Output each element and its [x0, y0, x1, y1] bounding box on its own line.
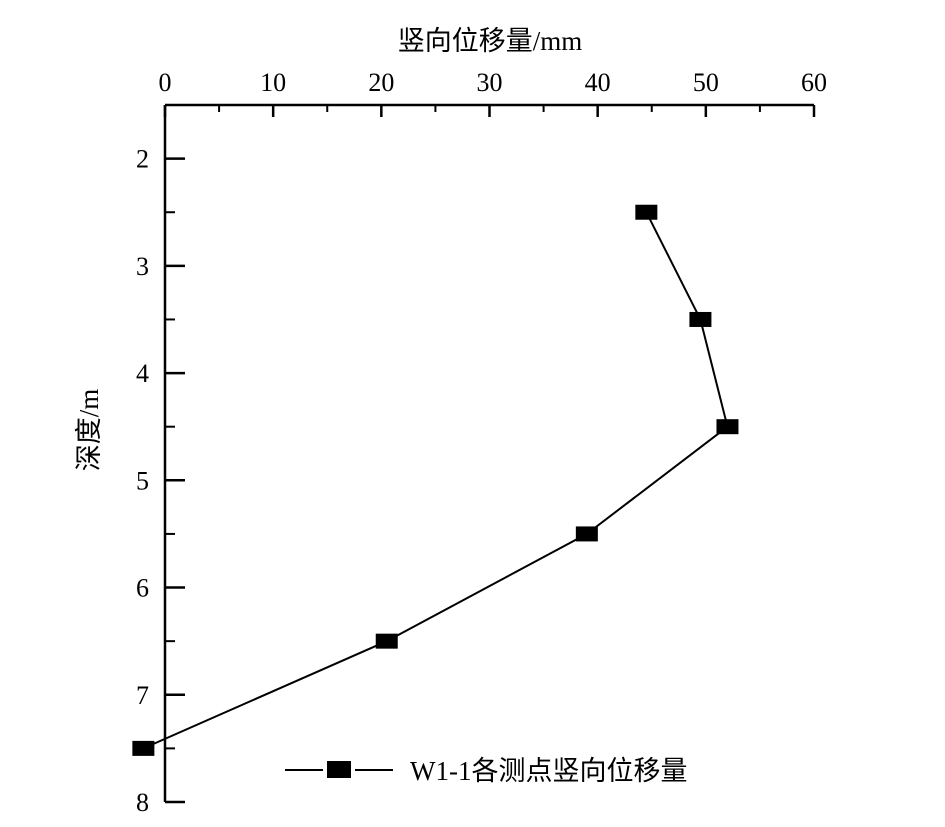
x-tick-label: 0	[159, 68, 172, 97]
y-tick-label: 4	[136, 359, 149, 388]
x-tick-label: 40	[585, 68, 611, 97]
y-axis-title: 深度/m	[74, 389, 104, 472]
data-point	[635, 204, 658, 220]
data-point	[689, 311, 712, 327]
x-tick-label: 60	[801, 68, 827, 97]
x-tick-label: 30	[477, 68, 503, 97]
legend-label: W1-1各测点竖向位移量	[410, 756, 687, 786]
data-point	[575, 526, 598, 542]
x-tick-label: 50	[693, 68, 719, 97]
x-tick-label: 10	[260, 68, 286, 97]
x-axis: 0 10 20 30 40 50 60	[159, 68, 827, 117]
series-layer	[132, 204, 739, 756]
legend-marker	[327, 761, 351, 778]
y-axis: 2 3 4 5 6 7 8	[136, 105, 185, 817]
data-point	[375, 633, 398, 649]
data-point	[716, 419, 739, 435]
series-line	[142, 211, 729, 750]
legend: W1-1各测点竖向位移量	[285, 756, 687, 786]
x-tick-label: 20	[368, 68, 394, 97]
data-point	[132, 740, 155, 756]
y-tick-label: 5	[136, 466, 149, 495]
y-tick-label: 3	[136, 252, 149, 281]
y-tick-label: 7	[136, 681, 149, 710]
y-tick-label: 8	[136, 788, 149, 817]
y-tick-label: 6	[136, 574, 149, 603]
x-axis-title: 竖向位移量/mm	[398, 26, 583, 56]
y-tick-label: 2	[136, 145, 149, 174]
